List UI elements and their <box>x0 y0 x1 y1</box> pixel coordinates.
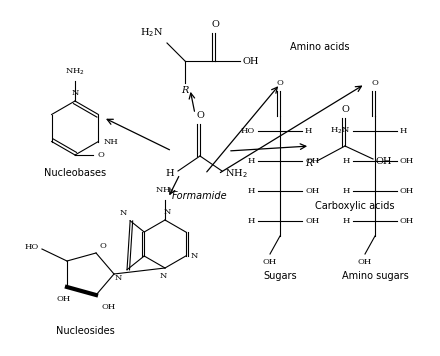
Text: H: H <box>248 217 255 225</box>
Text: OH: OH <box>305 157 319 165</box>
Text: Carboxylic acids: Carboxylic acids <box>315 201 395 211</box>
Text: H: H <box>248 187 255 195</box>
Text: OH: OH <box>400 217 414 225</box>
Text: H: H <box>343 157 350 165</box>
Text: O: O <box>99 242 106 250</box>
Text: NH: NH <box>103 137 118 146</box>
Text: H: H <box>343 217 350 225</box>
Text: Formamide: Formamide <box>172 191 228 201</box>
Text: H: H <box>165 168 174 178</box>
Text: N: N <box>191 252 198 260</box>
Text: Nucleosides: Nucleosides <box>55 326 114 336</box>
Text: O: O <box>341 105 349 114</box>
Text: Nucleobases: Nucleobases <box>44 168 106 178</box>
Text: H$_2$N: H$_2$N <box>139 26 163 39</box>
Text: OH: OH <box>57 295 71 303</box>
Text: OH: OH <box>101 303 115 311</box>
Text: H$_2$N: H$_2$N <box>330 126 350 136</box>
Text: N: N <box>163 208 171 216</box>
Text: O: O <box>371 79 378 87</box>
Text: HO: HO <box>25 243 39 251</box>
Text: R: R <box>181 86 189 95</box>
Text: OH: OH <box>242 57 259 66</box>
Text: Sugars: Sugars <box>263 271 297 281</box>
Text: H: H <box>248 157 255 165</box>
Text: OH: OH <box>358 258 372 266</box>
Text: H: H <box>343 187 350 195</box>
Text: O: O <box>277 79 283 87</box>
Text: H: H <box>305 127 312 135</box>
Text: H: H <box>400 127 407 135</box>
Text: NH$_2$: NH$_2$ <box>65 67 85 77</box>
Text: OH: OH <box>305 217 319 225</box>
Text: O: O <box>196 111 204 120</box>
Text: NH$_2$: NH$_2$ <box>225 168 248 180</box>
Text: Amino acids: Amino acids <box>290 42 349 52</box>
Text: OH: OH <box>376 157 392 166</box>
Text: NH$_2$: NH$_2$ <box>155 185 175 196</box>
Text: R: R <box>306 159 313 168</box>
Text: O: O <box>97 151 104 159</box>
Text: N: N <box>120 209 127 217</box>
Text: OH: OH <box>400 187 414 195</box>
Text: O: O <box>211 20 219 29</box>
Text: HO: HO <box>241 127 255 135</box>
Text: N: N <box>159 272 167 280</box>
Text: OH: OH <box>305 187 319 195</box>
Text: N: N <box>115 274 122 282</box>
Text: OH: OH <box>263 258 277 266</box>
Text: OH: OH <box>400 157 414 165</box>
Text: Amino sugars: Amino sugars <box>341 271 408 281</box>
Text: N: N <box>71 89 79 97</box>
